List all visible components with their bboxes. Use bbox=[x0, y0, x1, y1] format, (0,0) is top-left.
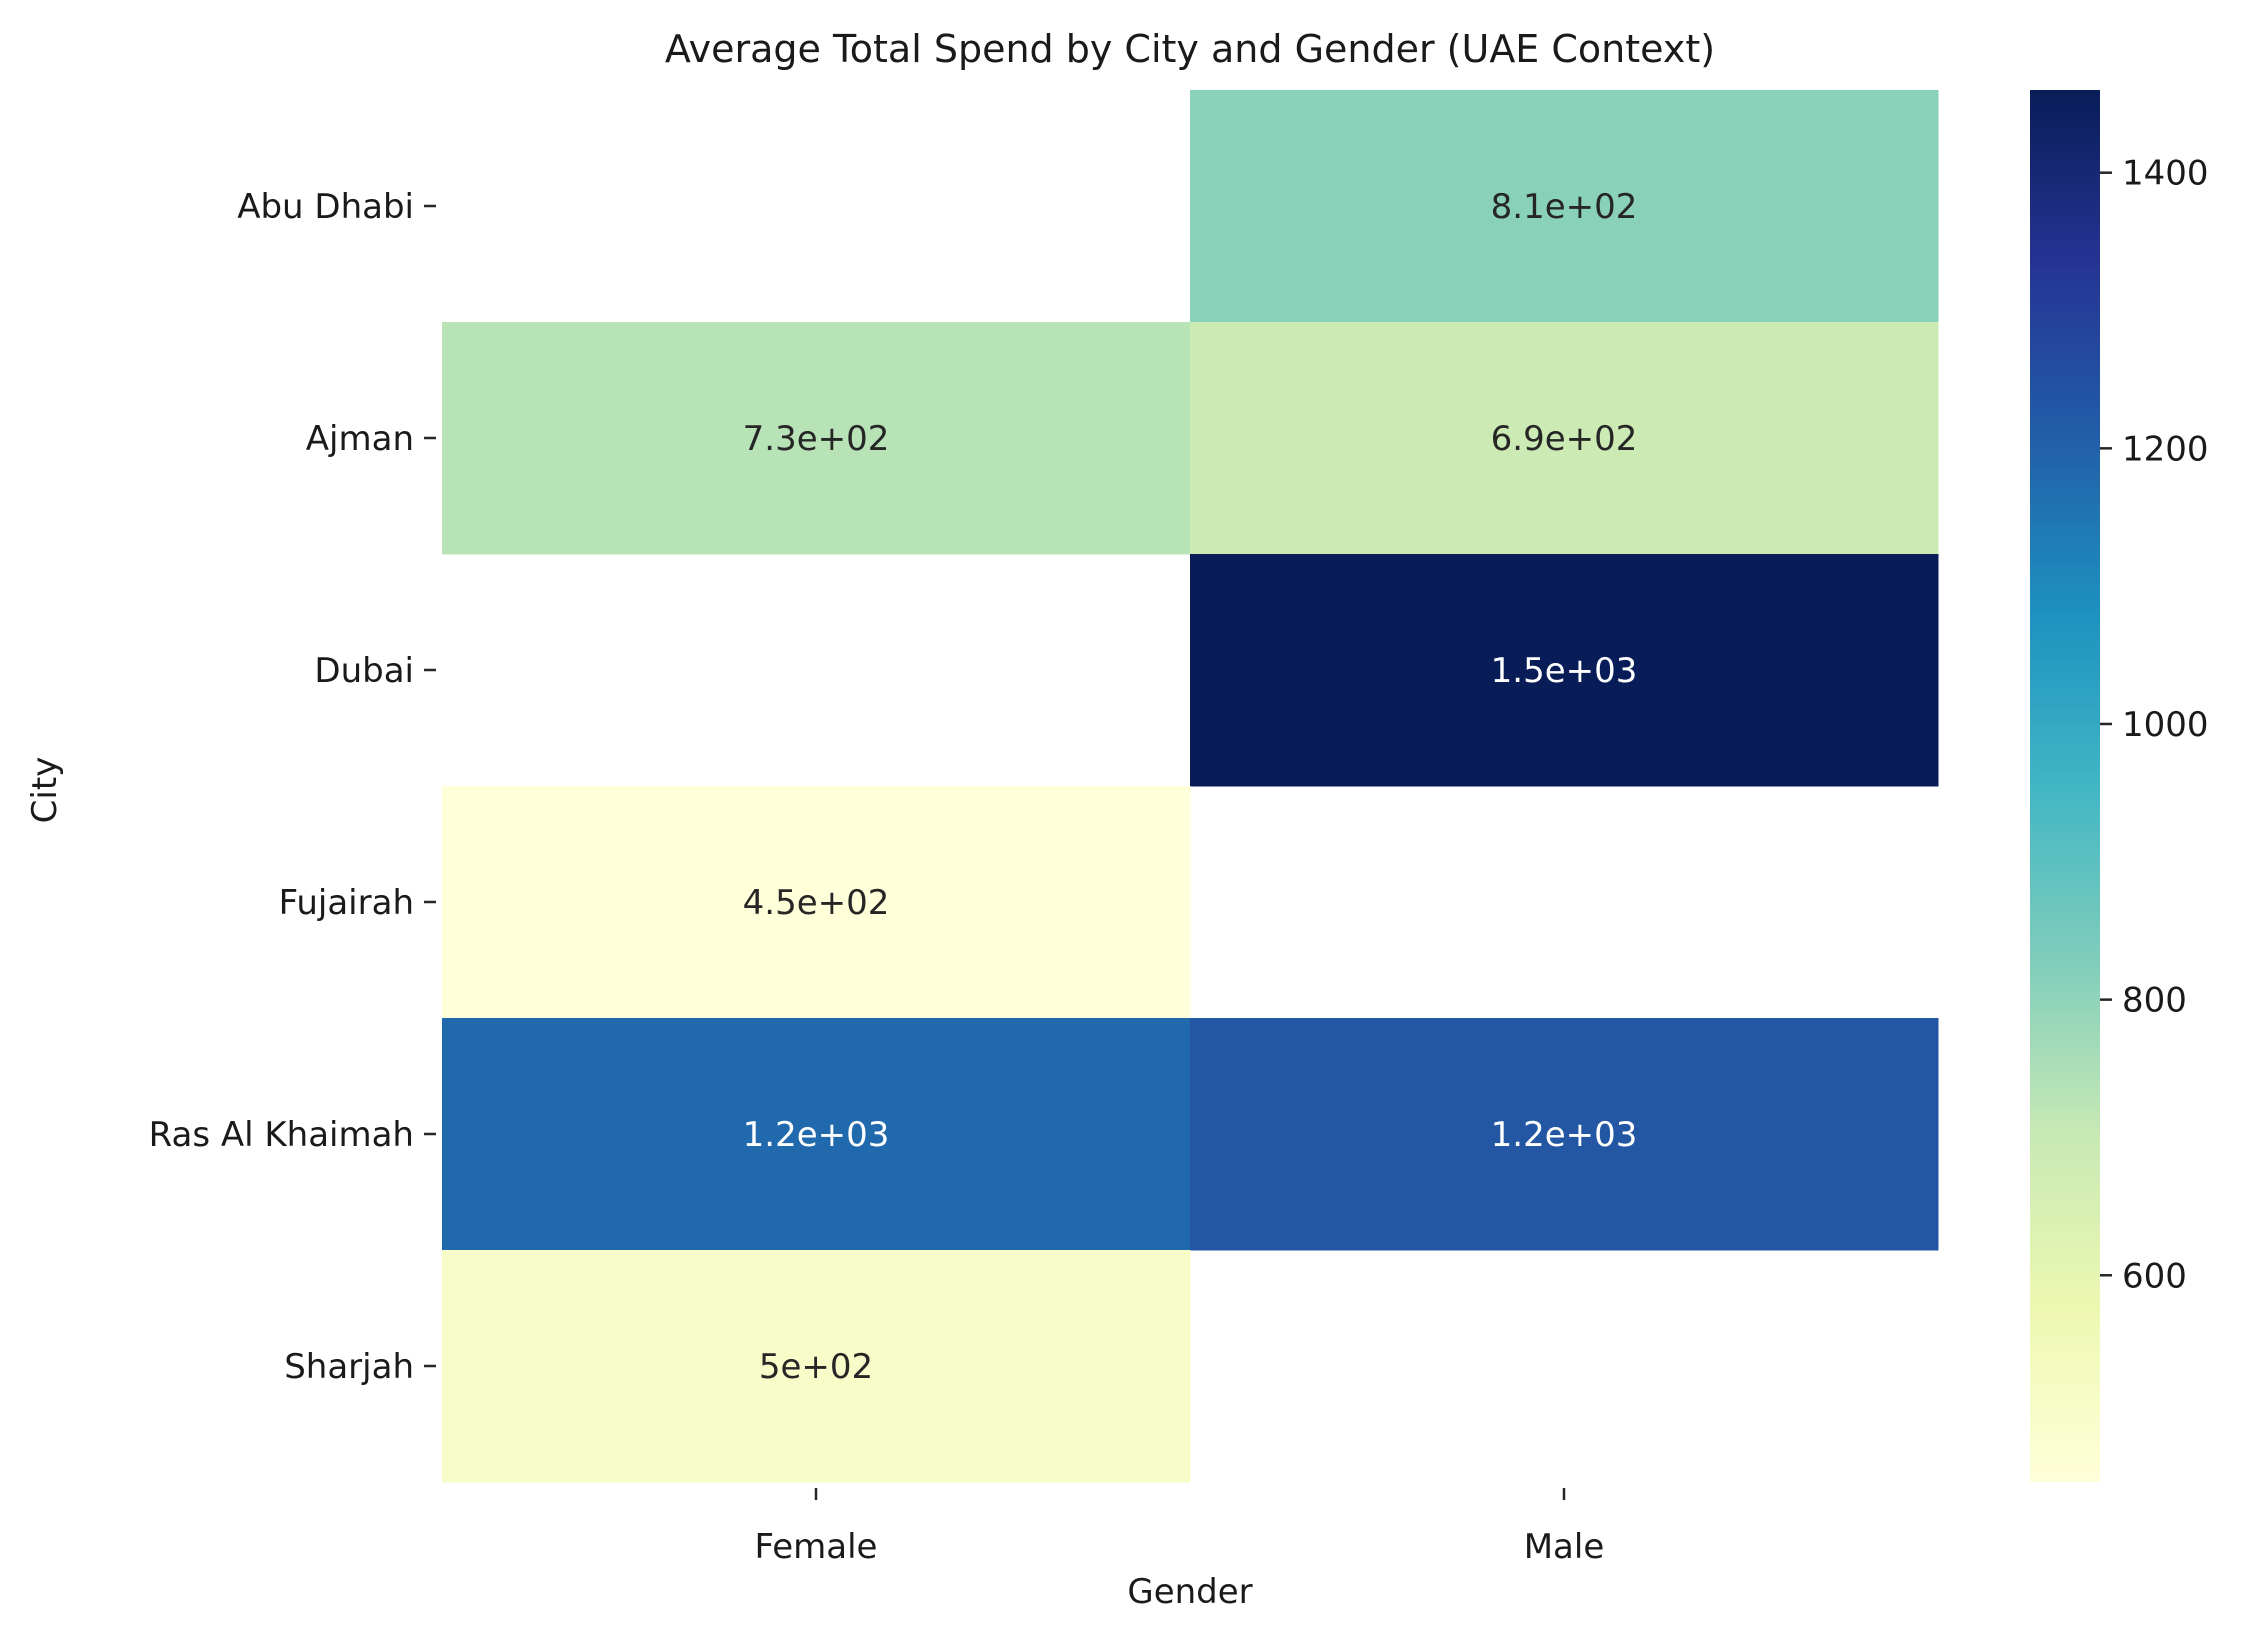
heatmap-cell bbox=[1190, 322, 1939, 555]
x-tick-labels: Female Male bbox=[755, 1488, 1605, 1567]
cell-annotation: 8.1e+02 bbox=[1491, 187, 1638, 227]
cell-annotation: 1.2e+03 bbox=[1491, 1115, 1638, 1155]
heatmap-cell bbox=[442, 1250, 1191, 1483]
y-tick-label: Sharjah bbox=[284, 1347, 414, 1387]
cell-annotation: 4.5e+02 bbox=[743, 883, 890, 923]
y-tick-label: Ras Al Khaimah bbox=[149, 1115, 414, 1155]
y-tick-label: Fujairah bbox=[279, 883, 414, 923]
x-axis-label: Gender bbox=[1127, 1572, 1252, 1612]
cell-annotation: 1.2e+03 bbox=[743, 1115, 890, 1155]
colorbar-gradient bbox=[2030, 90, 2100, 1482]
heatmap-cell bbox=[1190, 554, 1939, 787]
y-tick-label: Ajman bbox=[306, 419, 414, 459]
heatmap-cell bbox=[442, 1018, 1191, 1251]
cell-annotation: 6.9e+02 bbox=[1491, 419, 1638, 459]
heatmap-cell bbox=[1190, 1018, 1939, 1251]
y-axis-label: City bbox=[25, 757, 65, 824]
heatmap-cell bbox=[1190, 90, 1939, 323]
y-tick-label: Abu Dhabi bbox=[237, 187, 414, 227]
heatmap-cell bbox=[442, 322, 1191, 555]
y-tick-label: Dubai bbox=[314, 651, 414, 691]
heatmap-cells: 8.1e+02 7.3e+02 6.9e+02 1.5e+03 4.5e+02 1.2e+… bbox=[442, 90, 1939, 1483]
heatmap-cell bbox=[442, 786, 1191, 1019]
colorbar-tick-label: 1400 bbox=[2122, 154, 2209, 194]
chart-title: Average Total Spend by City and Gender (… bbox=[665, 27, 1715, 71]
y-tick-labels: Abu Dhabi Ajman Dubai Fujairah Ras Al Khaima… bbox=[149, 187, 436, 1387]
colorbar-tick-label: 1000 bbox=[2122, 705, 2209, 745]
colorbar-tick-label: 1200 bbox=[2122, 429, 2209, 469]
cell-annotation: 1.5e+03 bbox=[1491, 651, 1638, 691]
colorbar: 600 800 1000 1200 1400 bbox=[2030, 90, 2209, 1482]
cell-annotation: 7.3e+02 bbox=[743, 419, 890, 459]
x-tick-label: Female bbox=[755, 1527, 878, 1567]
x-tick-label: Male bbox=[1524, 1527, 1605, 1567]
colorbar-tick-label: 600 bbox=[2122, 1256, 2187, 1296]
colorbar-tick-label: 800 bbox=[2122, 981, 2187, 1021]
cell-annotation: 5e+02 bbox=[759, 1347, 873, 1387]
